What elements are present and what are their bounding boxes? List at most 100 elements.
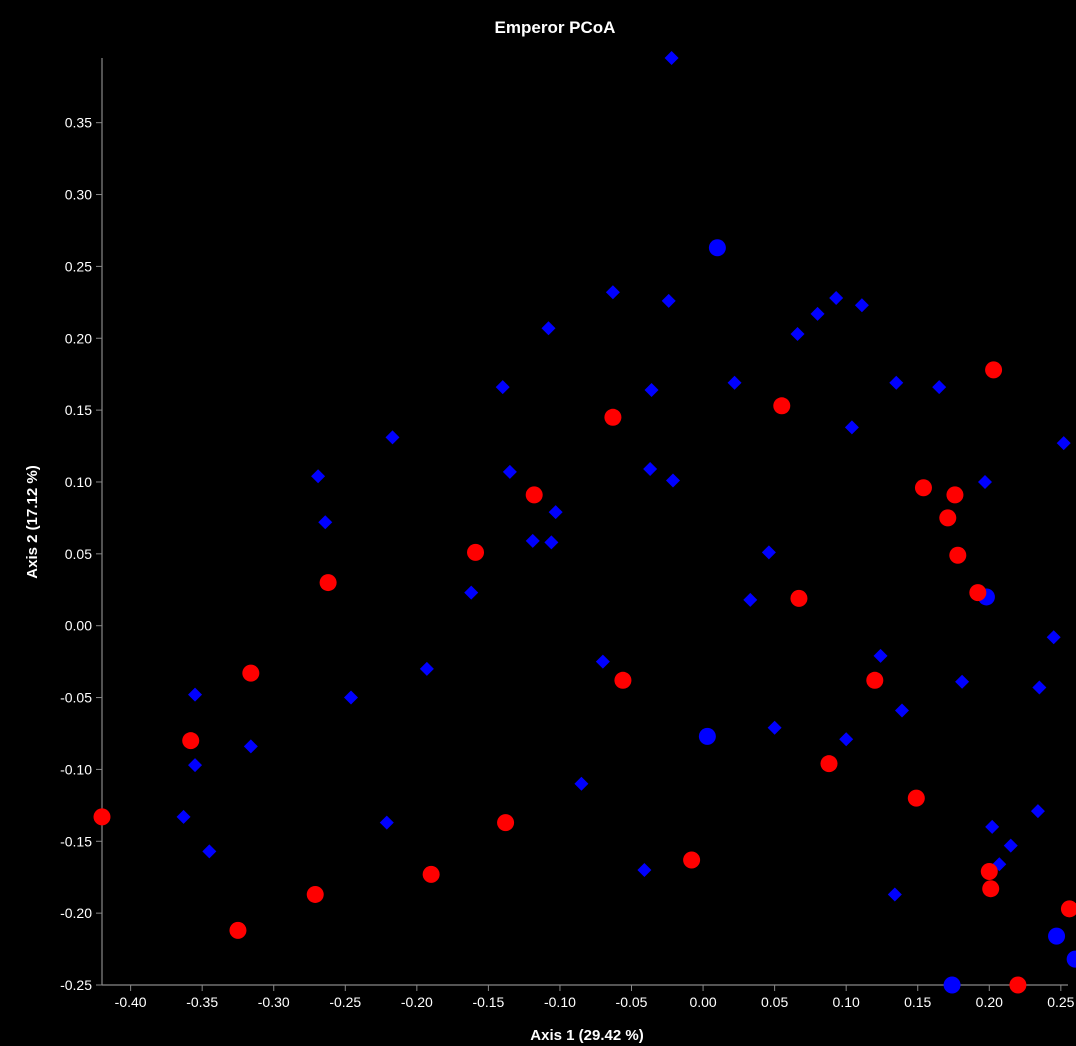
data-point-diamond <box>644 382 659 397</box>
data-point-circle <box>467 543 485 561</box>
x-tick-label: 0.05 <box>761 994 788 1010</box>
x-tick-label: -0.30 <box>258 994 290 1010</box>
data-point-diamond <box>985 819 1000 834</box>
data-point-diamond <box>727 375 742 390</box>
data-point-circle <box>969 584 987 602</box>
data-point-circle <box>946 486 964 504</box>
data-point-circle <box>914 479 932 497</box>
data-point-diamond <box>664 51 679 65</box>
data-point-diamond <box>955 674 970 689</box>
data-point-diamond <box>743 592 758 607</box>
data-point-diamond <box>502 464 517 479</box>
y-tick-label: -0.15 <box>60 833 92 849</box>
data-point-circle <box>1048 927 1066 945</box>
data-point-diamond <box>666 473 681 488</box>
x-tick-label: 0.10 <box>833 994 860 1010</box>
data-point-diamond <box>188 758 203 773</box>
data-point-circle <box>708 239 726 257</box>
data-point-diamond <box>1056 436 1071 451</box>
y-axis: -0.25 -0.20 -0.15 -0.10 -0.05 0.00 0.05 0.10 0.1… <box>60 58 103 993</box>
data-point-circle <box>683 851 701 869</box>
data-point-circle <box>604 408 622 426</box>
data-point-circle <box>242 664 260 682</box>
data-point-diamond <box>379 815 394 830</box>
data-point-circle <box>985 361 1003 379</box>
data-point-diamond <box>202 844 217 859</box>
x-tick-label: -0.40 <box>115 994 147 1010</box>
y-tick-label: 0.30 <box>65 187 92 203</box>
x-tick-label: -0.15 <box>472 994 504 1010</box>
data-point-circle <box>866 671 884 689</box>
data-point-diamond <box>541 321 556 336</box>
x-tick-label: 0.20 <box>976 994 1003 1010</box>
data-point-diamond <box>495 380 510 395</box>
data-point-diamond <box>977 474 992 489</box>
data-point-circle <box>1066 950 1076 968</box>
data-point-diamond <box>889 375 904 390</box>
data-point-diamond <box>643 462 658 477</box>
data-points <box>93 51 1076 994</box>
data-point-diamond <box>1032 680 1047 695</box>
data-point-circle <box>698 727 716 745</box>
data-point-diamond <box>661 293 676 308</box>
data-point-diamond <box>637 863 652 878</box>
data-point-diamond <box>810 306 825 321</box>
data-point-diamond <box>176 809 191 824</box>
data-point-diamond <box>544 535 559 550</box>
data-point-diamond <box>767 720 782 735</box>
y-tick-label: 0.15 <box>65 402 92 418</box>
data-point-diamond <box>887 887 902 902</box>
data-point-diamond <box>548 505 563 520</box>
data-point-circle <box>982 880 1000 898</box>
data-point-circle <box>182 732 200 750</box>
data-point-diamond <box>385 430 400 445</box>
x-tick-label: -0.35 <box>186 994 218 1010</box>
data-point-circle <box>1060 900 1076 918</box>
data-point-circle <box>949 546 967 564</box>
data-point-circle <box>980 862 998 880</box>
y-tick-label: 0.35 <box>65 115 92 131</box>
data-point-diamond <box>1030 804 1045 819</box>
data-point-circle <box>939 509 957 527</box>
data-point-circle <box>820 755 838 773</box>
x-tick-label: -0.10 <box>544 994 576 1010</box>
data-point-diamond <box>188 687 203 702</box>
y-tick-label: -0.20 <box>60 905 92 921</box>
data-point-diamond <box>311 469 326 484</box>
y-tick-label: 0.00 <box>65 618 92 634</box>
x-tick-label: 0.25 <box>1047 994 1074 1010</box>
data-point-diamond <box>419 661 434 676</box>
data-point-diamond <box>873 648 888 663</box>
data-point-circle <box>497 814 515 832</box>
x-tick-label: 0.15 <box>904 994 931 1010</box>
data-point-circle <box>93 808 111 826</box>
data-point-circle <box>943 976 961 994</box>
data-point-diamond <box>761 545 776 560</box>
data-point-circle <box>306 885 324 903</box>
data-point-diamond <box>790 326 805 341</box>
x-tick-label: -0.05 <box>616 994 648 1010</box>
y-tick-label: -0.10 <box>60 761 92 777</box>
data-point-diamond <box>839 732 854 747</box>
data-point-diamond <box>1003 838 1018 853</box>
data-point-diamond <box>854 298 869 313</box>
data-point-circle <box>1009 976 1027 994</box>
data-point-diamond <box>525 533 540 548</box>
y-tick-label: -0.25 <box>60 977 92 993</box>
data-point-diamond <box>844 420 859 435</box>
data-point-circle <box>790 589 808 607</box>
x-tick-label: -0.20 <box>401 994 433 1010</box>
y-tick-label: 0.05 <box>65 546 92 562</box>
data-point-diamond <box>1046 630 1061 645</box>
y-tick-label: 0.20 <box>65 330 92 346</box>
x-tick-label: -0.25 <box>329 994 361 1010</box>
y-tick-label: 0.25 <box>65 258 92 274</box>
data-point-circle <box>422 865 440 883</box>
data-point-diamond <box>595 654 610 669</box>
data-point-diamond <box>932 380 947 395</box>
x-tick-label: 0.00 <box>689 994 716 1010</box>
y-axis-title: Axis 2 (17.12 %) <box>24 465 41 578</box>
chart-title: Emperor PCoA <box>495 18 616 37</box>
data-point-diamond <box>464 585 479 600</box>
